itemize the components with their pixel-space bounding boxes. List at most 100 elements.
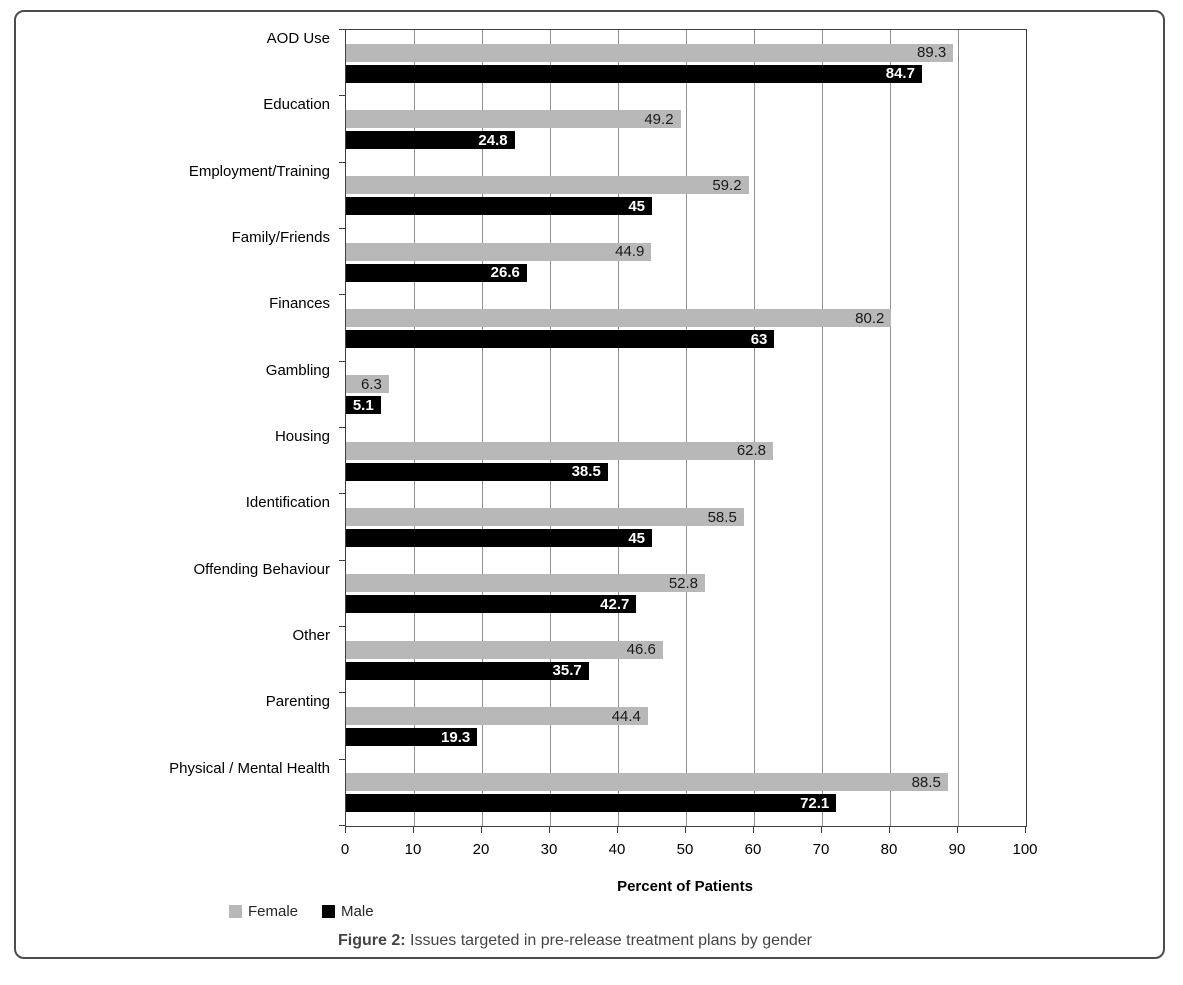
- x-axis-tick: [481, 827, 482, 833]
- x-axis-tick: [821, 827, 822, 833]
- gridline: [481, 30, 483, 826]
- x-axis-tick: [957, 827, 958, 833]
- x-axis-tick: [617, 827, 618, 833]
- female-bar: 44.9: [346, 242, 652, 261]
- gridline: [549, 30, 551, 826]
- category-axis-tick: [339, 360, 345, 362]
- bar-value-label: 26.6: [490, 264, 520, 282]
- bar-value-label: 49.2: [644, 110, 674, 128]
- category-label: Other: [292, 627, 330, 644]
- category-axis-tick: [339, 294, 345, 296]
- x-tick-label: 60: [744, 841, 762, 858]
- category-axis-tick: [339, 29, 345, 30]
- category-label: AOD Use: [266, 30, 330, 47]
- male-bar: 45: [346, 529, 652, 547]
- category-axis-tick: [339, 95, 345, 97]
- male-bar: 72.1: [346, 794, 837, 813]
- category-axis-tick: [339, 626, 345, 627]
- bar-value-label: 59.2: [712, 176, 742, 194]
- bar-value-label: 19.3: [441, 728, 471, 746]
- legend-item-male: Male: [322, 903, 374, 920]
- male-bar: 38.5: [346, 462, 608, 481]
- male-bar: 63: [346, 330, 775, 348]
- x-axis-tick: [889, 827, 890, 833]
- category-label: Parenting: [265, 693, 330, 711]
- x-axis-tick: [549, 827, 550, 833]
- gridline: [957, 30, 959, 826]
- bar-value-label: 5.1: [352, 396, 374, 414]
- gridline: [889, 30, 891, 826]
- category-axis-tick: [339, 758, 345, 760]
- female-swatch-icon: [229, 905, 242, 918]
- legend-item-female: Female: [229, 903, 298, 920]
- x-axis-tick: [413, 827, 414, 833]
- category-axis-tick: [339, 825, 345, 826]
- bar-value-label: 89.3: [917, 44, 947, 62]
- gridline: [685, 30, 687, 826]
- x-tick-label: 10: [404, 841, 422, 858]
- bar-value-label: 42.7: [600, 595, 630, 613]
- female-bar: 88.5: [346, 773, 948, 792]
- x-tick-label: 20: [472, 841, 490, 858]
- bar-value-label: 44.4: [611, 707, 641, 725]
- x-axis-tick: [345, 827, 346, 833]
- x-tick-label: 50: [676, 841, 694, 858]
- figure-caption: Figure 2: Issues targeted in pre-release…: [60, 932, 1090, 950]
- bar-value-label: 80.2: [855, 309, 885, 327]
- bar-value-label: 45: [628, 197, 645, 215]
- male-bar: 24.8: [346, 131, 515, 149]
- male-bar: 45: [346, 197, 652, 216]
- category-axis-tick: [339, 559, 345, 561]
- bar-value-label: 35.7: [552, 662, 582, 680]
- category-label: Gambling: [265, 361, 330, 379]
- bar-value-label: 44.9: [615, 243, 645, 261]
- legend: Female Male: [229, 903, 374, 920]
- category-label: Finances: [269, 295, 330, 313]
- male-bar: 84.7: [346, 64, 922, 83]
- x-tick-label: 70: [812, 841, 830, 858]
- male-bar: 35.7: [346, 661, 589, 680]
- plot-area: 89.3 84.7 49.2 24.8 59.2 45 44.9 26.6 80.2 63 6.3 5…: [345, 29, 1027, 827]
- category-label: Offending Behaviour: [193, 560, 331, 578]
- x-tick-label: 80: [880, 841, 898, 858]
- gridline: [617, 30, 619, 826]
- female-bar: 58.5: [346, 508, 744, 526]
- female-bar: 89.3: [346, 43, 954, 62]
- category-label: Housing: [274, 428, 330, 445]
- caption-prefix: Figure 2:: [337, 932, 406, 949]
- caption-text: Issues targeted in pre-release treatment…: [410, 932, 813, 949]
- female-bar: 52.8: [346, 574, 706, 593]
- category-axis-tick: [339, 493, 345, 495]
- category-axis-tick: [339, 427, 345, 428]
- category-label: Employment/Training: [188, 162, 330, 180]
- female-bar: 44.4: [346, 707, 648, 725]
- female-bar: 59.2: [346, 176, 749, 195]
- bar-value-label: 63: [750, 330, 768, 348]
- category-label: Physical / Mental Health: [169, 759, 330, 777]
- gridline: [413, 30, 415, 826]
- category-label: Identification: [245, 494, 330, 512]
- legend-label-male: Male: [341, 903, 374, 920]
- category-axis-tick: [339, 692, 345, 694]
- legend-label-female: Female: [248, 903, 299, 920]
- gridline: [821, 30, 823, 826]
- bar-value-label: 45: [628, 529, 645, 547]
- male-bar: 5.1: [346, 396, 381, 415]
- male-swatch-icon: [322, 905, 336, 918]
- category-label: Family/Friends: [231, 229, 330, 246]
- bar-value-label: 72.1: [800, 794, 830, 812]
- female-bar: 6.3: [346, 375, 389, 394]
- male-bar: 19.3: [346, 728, 478, 746]
- x-tick-label: 0: [340, 841, 350, 858]
- x-axis-title: Percent of Patients: [617, 878, 753, 895]
- bar-value-label: 52.8: [668, 574, 699, 592]
- male-bar: 26.6: [346, 263, 527, 282]
- x-axis-tick: [753, 827, 754, 833]
- x-tick-label: 90: [948, 841, 966, 858]
- bar-value-label: 38.5: [571, 463, 601, 481]
- x-tick-label: 40: [608, 841, 626, 858]
- bar-value-label: 84.7: [885, 65, 915, 83]
- female-bar: 49.2: [346, 110, 681, 128]
- male-bar: 42.7: [346, 595, 637, 614]
